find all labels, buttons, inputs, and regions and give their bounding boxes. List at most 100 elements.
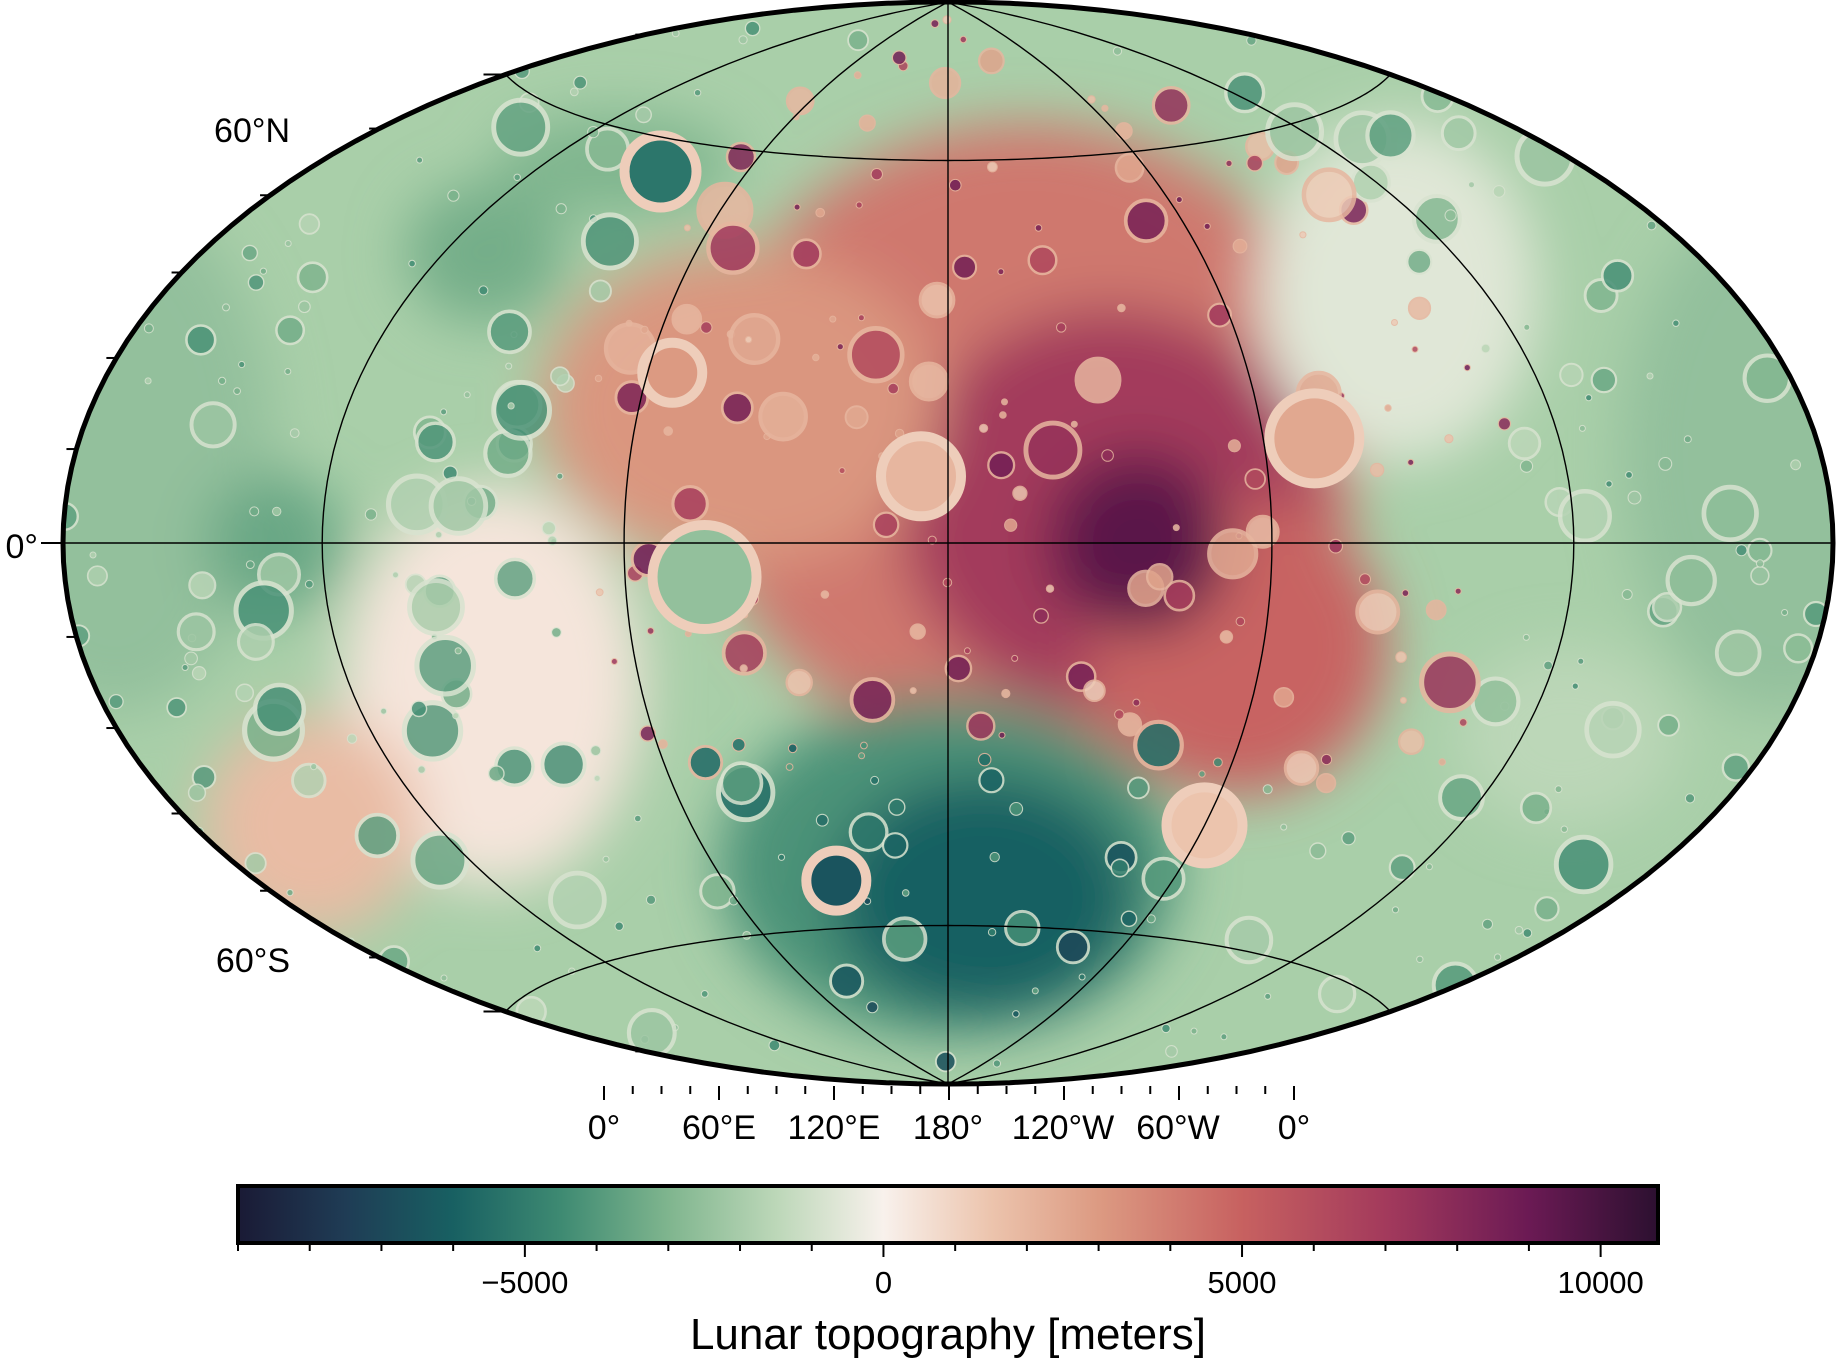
crater: [999, 411, 1007, 419]
crater: [1605, 480, 1613, 488]
crater: [992, 1059, 1002, 1068]
crater: [1522, 633, 1530, 641]
crater: [1244, 468, 1266, 490]
crater: [590, 745, 602, 757]
crater: [1369, 462, 1385, 478]
crater: [238, 360, 246, 369]
crater: [108, 693, 124, 710]
crater: [881, 832, 909, 859]
crater: [1262, 784, 1273, 795]
crater: [1560, 825, 1569, 833]
crater: [1001, 398, 1008, 406]
crater: [1123, 198, 1169, 243]
crater: [857, 314, 865, 322]
crater: [1146, 914, 1156, 924]
crater: [812, 353, 820, 362]
crater: [777, 853, 786, 861]
large-crater: [637, 337, 708, 408]
crater: [1646, 372, 1654, 380]
crater: [247, 274, 265, 291]
crater: [1665, 554, 1717, 607]
colorbar-label: 5000: [1208, 1265, 1277, 1300]
basin-region: [833, 776, 1134, 1017]
crater: [252, 682, 306, 736]
crater: [1468, 181, 1475, 189]
lat-label-60n: 60°N: [214, 112, 290, 150]
colorbar-label: 10000: [1558, 1265, 1644, 1300]
crater: [1735, 544, 1748, 557]
crater: [1577, 657, 1585, 665]
crater: [785, 668, 813, 697]
crater: [580, 212, 639, 271]
crater: [556, 472, 564, 480]
crater: [1309, 842, 1327, 860]
crater: [289, 428, 300, 439]
crater: [1355, 589, 1401, 635]
crater: [1553, 834, 1614, 895]
crater: [909, 623, 926, 640]
crater: [792, 113, 800, 121]
crater: [1033, 608, 1049, 624]
crater: [1463, 364, 1471, 372]
crater: [1133, 719, 1184, 771]
crater: [989, 851, 1000, 863]
crater: [1721, 753, 1751, 782]
crater: [693, 89, 702, 97]
crater: [408, 259, 416, 268]
crater: [569, 87, 579, 97]
crater: [1120, 910, 1138, 928]
colorbar-labels: −5000 0 5000 10000: [481, 1265, 1643, 1300]
crater: [1399, 696, 1407, 704]
crater: [1023, 420, 1083, 480]
lon-label-60w: 60°W: [1136, 1109, 1220, 1147]
crater: [1031, 987, 1039, 995]
crater: [1112, 46, 1123, 56]
crater: [1543, 660, 1553, 671]
crater: [415, 421, 457, 463]
crater: [645, 894, 657, 905]
crater: [588, 279, 612, 303]
crater: [634, 814, 642, 823]
crater: [304, 579, 314, 589]
crater: [296, 261, 329, 294]
crater: [793, 203, 801, 211]
crater: [1161, 1023, 1171, 1034]
crater: [346, 733, 358, 744]
colorbar-ticks: [237, 1245, 1602, 1257]
longitude-labels: 0° 60°E 120°E 180° 120°W 60°W 0°: [588, 1109, 1311, 1147]
crater: [882, 916, 928, 962]
crater: [1141, 856, 1186, 901]
crater: [236, 622, 275, 661]
crater: [1554, 785, 1563, 794]
crater: [259, 267, 267, 275]
crater: [1245, 514, 1280, 549]
crater: [233, 387, 242, 396]
crater: [1132, 698, 1141, 707]
crater: [640, 325, 649, 334]
crater: [683, 224, 691, 232]
crater: [790, 238, 822, 270]
crater: [1497, 417, 1512, 431]
crater: [550, 366, 570, 387]
crater: [829, 315, 837, 323]
crater: [593, 774, 601, 782]
crater: [188, 571, 217, 600]
crater: [410, 700, 428, 718]
crater: [1365, 110, 1416, 161]
crater: [844, 405, 869, 430]
crater: [1115, 122, 1133, 140]
colorbar-label: 0: [875, 1265, 892, 1300]
crater: [1078, 973, 1086, 981]
crater: [935, 1050, 957, 1073]
crater: [1114, 709, 1125, 720]
crater: [1557, 488, 1612, 544]
crater: [1350, 162, 1391, 203]
crater: [1391, 319, 1398, 326]
crater: [1600, 259, 1635, 293]
crater: [1651, 591, 1683, 623]
crater: [298, 300, 311, 314]
crater: [1225, 159, 1233, 167]
crater: [1207, 302, 1233, 328]
crater: [555, 203, 567, 215]
crater: [1127, 776, 1150, 800]
